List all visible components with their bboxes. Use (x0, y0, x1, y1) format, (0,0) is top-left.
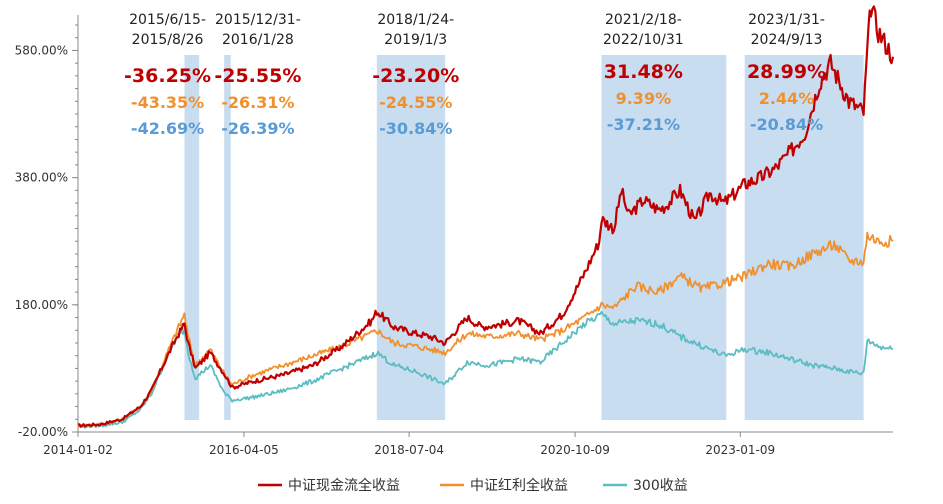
x-tick-label: 2018-07-04 (374, 443, 444, 457)
series-line-0 (77, 5, 895, 428)
band-value: 9.39% (616, 89, 672, 108)
highlight-bands (184, 55, 864, 420)
legend-label: 300收益 (633, 478, 688, 494)
legend-label: 中证红利全收益 (470, 477, 568, 494)
band-date-start: 2021/2/18- (605, 12, 682, 28)
band-1 (224, 55, 231, 420)
x-tick-label: 2014-01-02 (43, 443, 113, 457)
band-date-start: 2018/1/24- (377, 12, 454, 28)
band-4 (744, 55, 864, 420)
y-tick-label: 180.00% (15, 298, 68, 312)
band-value: -25.55% (214, 65, 301, 87)
band-value: -23.20% (372, 65, 459, 87)
band-value: 28.99% (747, 61, 826, 83)
series-lines (77, 5, 895, 429)
x-tick-label: 2016-04-05 (209, 443, 279, 457)
band-date-end: 2016/1/28 (222, 32, 294, 48)
band-date-end: 2015/8/26 (132, 32, 204, 48)
x-tick-label: 2023-01-09 (705, 443, 775, 457)
band-0 (184, 55, 200, 420)
band-value: -37.21% (607, 115, 680, 134)
y-tick-label: 580.00% (15, 43, 68, 57)
band-value: 2.44% (759, 89, 815, 108)
band-value: -24.55% (379, 93, 452, 112)
y-tick-label: 380.00% (15, 171, 68, 185)
y-tick-label: -20.00% (18, 425, 68, 439)
band-3 (601, 55, 727, 420)
series-line-1 (77, 231, 894, 428)
band-value: -26.31% (221, 93, 294, 112)
band-value: -42.69% (131, 119, 204, 138)
band-date-end: 2024/9/13 (751, 32, 823, 48)
band-value: -43.35% (131, 93, 204, 112)
band-date-end: 2019/1/3 (384, 32, 447, 48)
band-date-start: 2015/12/31- (215, 12, 301, 28)
legend-label: 中证现金流全收益 (288, 477, 400, 494)
band-2 (376, 55, 446, 420)
series-line-2 (77, 310, 894, 429)
band-date-start: 2023/1/31- (748, 12, 825, 28)
band-date-start: 2015/6/15- (129, 12, 206, 28)
axes: -20.00% 180.00% 380.00% 580.00% 2014-01-02 20… (15, 15, 893, 457)
band-labels: 2015/6/15- 2015/8/26 -36.25% -43.35% -42.69%… (124, 12, 826, 138)
x-tick-label: 2020-10-09 (540, 443, 610, 457)
band-value: -30.84% (379, 119, 452, 138)
band-date-end: 2022/10/31 (603, 32, 684, 48)
legend: 中证现金流全收益 中证红利全收益 300收益 (258, 477, 688, 494)
band-value: -26.39% (221, 119, 294, 138)
band-value: -20.84% (750, 115, 823, 134)
band-value: 31.48% (604, 61, 683, 83)
band-value: -36.25% (124, 65, 211, 87)
